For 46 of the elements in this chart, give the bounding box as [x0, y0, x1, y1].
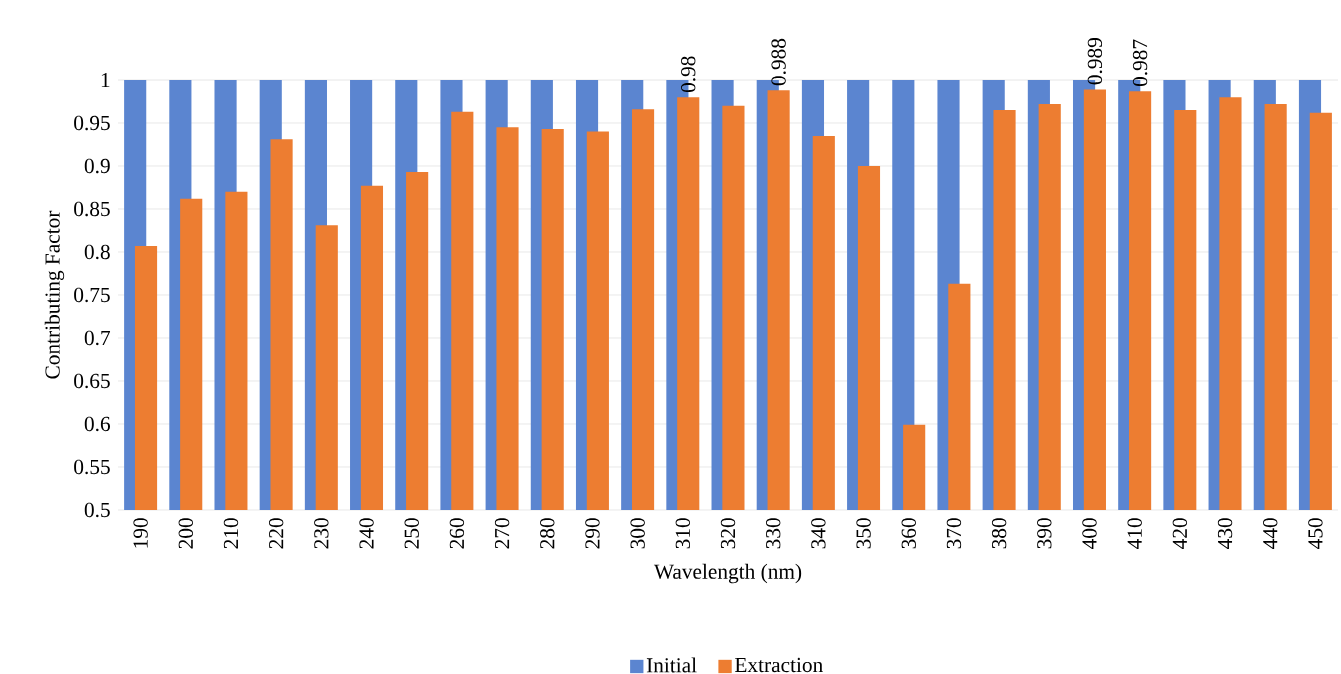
- y-tick-label: 0.65: [74, 373, 110, 389]
- y-tick-label: 0.75: [74, 287, 110, 303]
- y-tick-label: 0.9: [84, 158, 110, 174]
- x-tick-label: 250: [404, 518, 419, 549]
- y-tick-label: 0.7: [84, 330, 111, 346]
- legend-label: Extraction: [734, 657, 823, 673]
- y-tick-label: 1: [101, 72, 110, 88]
- x-tick-label: 330: [766, 518, 781, 549]
- y-tick-label: 0.55: [74, 459, 110, 475]
- x-tick-label: 220: [268, 518, 284, 549]
- data-label: 0.987: [1132, 39, 1148, 87]
- data-label: 0.989: [1087, 38, 1103, 85]
- x-tick-label: 300: [630, 518, 645, 549]
- x-tick-label: 340: [811, 518, 826, 549]
- x-tick-label: 280: [540, 518, 555, 549]
- x-tick-label: 190: [133, 518, 148, 548]
- y-axis-title: Contributing Factor: [44, 210, 65, 379]
- x-tick-label: 360: [901, 518, 916, 549]
- x-tick-label: 310: [675, 518, 691, 549]
- y-tick-label: 0.95: [74, 115, 110, 131]
- y-tick-label: 0.6: [84, 416, 111, 432]
- x-tick-label: 200: [178, 518, 193, 549]
- x-tick-label: 420: [1172, 518, 1188, 549]
- x-tick-label: 370: [946, 518, 962, 549]
- x-tick-label: 290: [585, 518, 600, 549]
- x-tick-label: 260: [449, 518, 465, 549]
- y-tick-label: 0.8: [84, 244, 110, 260]
- x-tick-label: 410: [1127, 518, 1142, 549]
- x-tick-label: 230: [314, 518, 329, 549]
- x-tick-label: 320: [720, 518, 736, 549]
- x-tick-label: 240: [359, 518, 374, 549]
- y-tick-label: 0.85: [74, 201, 110, 217]
- x-tick-label: 390: [1037, 518, 1052, 549]
- x-tick-label: 380: [991, 518, 1007, 549]
- x-tick-label: 270: [494, 518, 510, 549]
- legend-label: Initial: [646, 657, 697, 673]
- x-tick-label: 210: [223, 518, 239, 549]
- x-axis-title: Wavelength (nm): [653, 563, 802, 584]
- data-label: 0.98: [681, 56, 696, 93]
- x-tick-label: 400: [1082, 518, 1097, 549]
- x-tick-label: 450: [1308, 518, 1323, 549]
- y-tick-label: 0.5: [84, 502, 110, 518]
- x-tick-label: 430: [1217, 518, 1233, 549]
- x-tick-label: 350: [856, 518, 871, 549]
- x-tick-label: 440: [1263, 518, 1278, 549]
- data-label: 0.988: [771, 38, 786, 86]
